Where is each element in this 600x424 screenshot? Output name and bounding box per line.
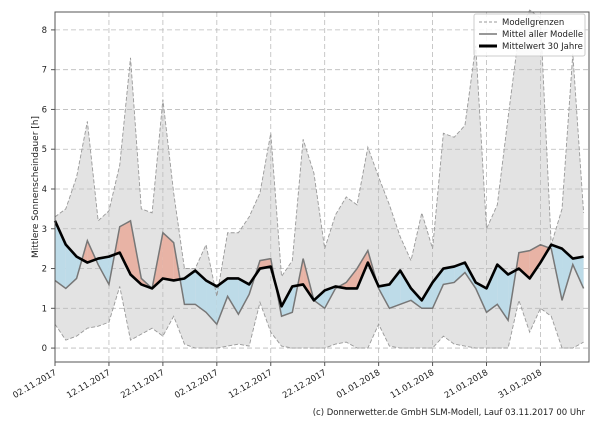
series-lines <box>53 9 585 349</box>
below-average-fill <box>486 264 498 313</box>
below-average-fill <box>454 262 465 283</box>
below-average-fill <box>562 248 573 301</box>
y-tick-label: 2 <box>42 265 47 275</box>
legend-label-model-mean: Mittel aller Modelle <box>502 30 583 40</box>
above-average-fill <box>518 250 530 279</box>
below-average-fill <box>238 278 250 315</box>
y-tick-label: 6 <box>42 105 47 115</box>
legend-label-model-range: Modellgrenzen <box>502 18 564 28</box>
footer-credit: (c) Donnerwetter.de GmbH SLM-Modell, Lau… <box>313 408 586 418</box>
y-tick-label: 7 <box>42 66 47 76</box>
below-average-fill <box>443 266 455 285</box>
x-tick-label: 31.01.2018 <box>497 368 544 401</box>
x-tick-label: 01.01.2018 <box>335 368 382 401</box>
x-tick-label: 22.11.2017 <box>119 368 166 401</box>
y-axis: 0 1 2 3 4 5 6 7 8 <box>42 26 55 354</box>
y-axis-label: Mittlere Sonnenscheindauer [h] <box>31 116 41 258</box>
y-tick-label: 1 <box>42 304 47 314</box>
x-tick-label: 21.01.2018 <box>443 368 490 401</box>
y-tick-label: 8 <box>42 26 47 36</box>
below-average-fill <box>216 278 228 325</box>
x-tick-label: 11.01.2018 <box>389 368 436 401</box>
grid <box>54 12 589 362</box>
below-average-fill <box>98 256 109 285</box>
above-average-fill <box>162 232 174 281</box>
model-range-band <box>55 10 584 349</box>
above-average-fill <box>346 268 358 289</box>
x-axis: 02.11.2017 12.11.2017 22.11.2017 02.12.2017… <box>11 362 544 401</box>
x-tick-label: 02.11.2017 <box>11 368 58 401</box>
below-average-fill <box>400 270 411 305</box>
below-average-fill <box>55 220 66 289</box>
above-average-fill <box>529 244 541 279</box>
x-tick-label: 12.11.2017 <box>65 368 112 401</box>
x-tick-label: 12.12.2017 <box>227 368 274 401</box>
y-tick-label: 4 <box>42 185 47 195</box>
above-average-fill <box>119 220 131 275</box>
below-average-fill <box>184 270 196 305</box>
y-tick-label: 5 <box>42 145 47 155</box>
plot-frame <box>54 11 590 363</box>
model-mean-line <box>54 219 585 326</box>
x-tick-label: 02.12.2017 <box>173 368 220 401</box>
below-average-fill <box>432 268 444 309</box>
below-average-fill <box>313 290 325 309</box>
below-average-fill <box>206 280 217 325</box>
y-tick-label: 0 <box>42 344 47 354</box>
model-upper-line <box>54 9 585 297</box>
model-range-area <box>55 10 584 349</box>
legend: Modellgrenzen Mittel aller Modelle Mitte… <box>473 13 586 57</box>
below-average-fill <box>572 256 584 289</box>
legend-label-climate-mean: Mittelwert 30 Jahre <box>502 42 583 52</box>
below-average-fill <box>497 264 509 321</box>
below-average-fill <box>195 270 207 313</box>
y-tick-label: 3 <box>42 225 47 235</box>
below-average-fill <box>389 270 401 309</box>
below-average-fill <box>227 278 239 315</box>
below-average-fill <box>411 288 422 309</box>
model-lower-line <box>54 286 584 349</box>
below-average-fill <box>65 244 77 289</box>
x-tick-label: 22.12.2017 <box>281 368 328 401</box>
climate-mean-line <box>53 220 584 308</box>
